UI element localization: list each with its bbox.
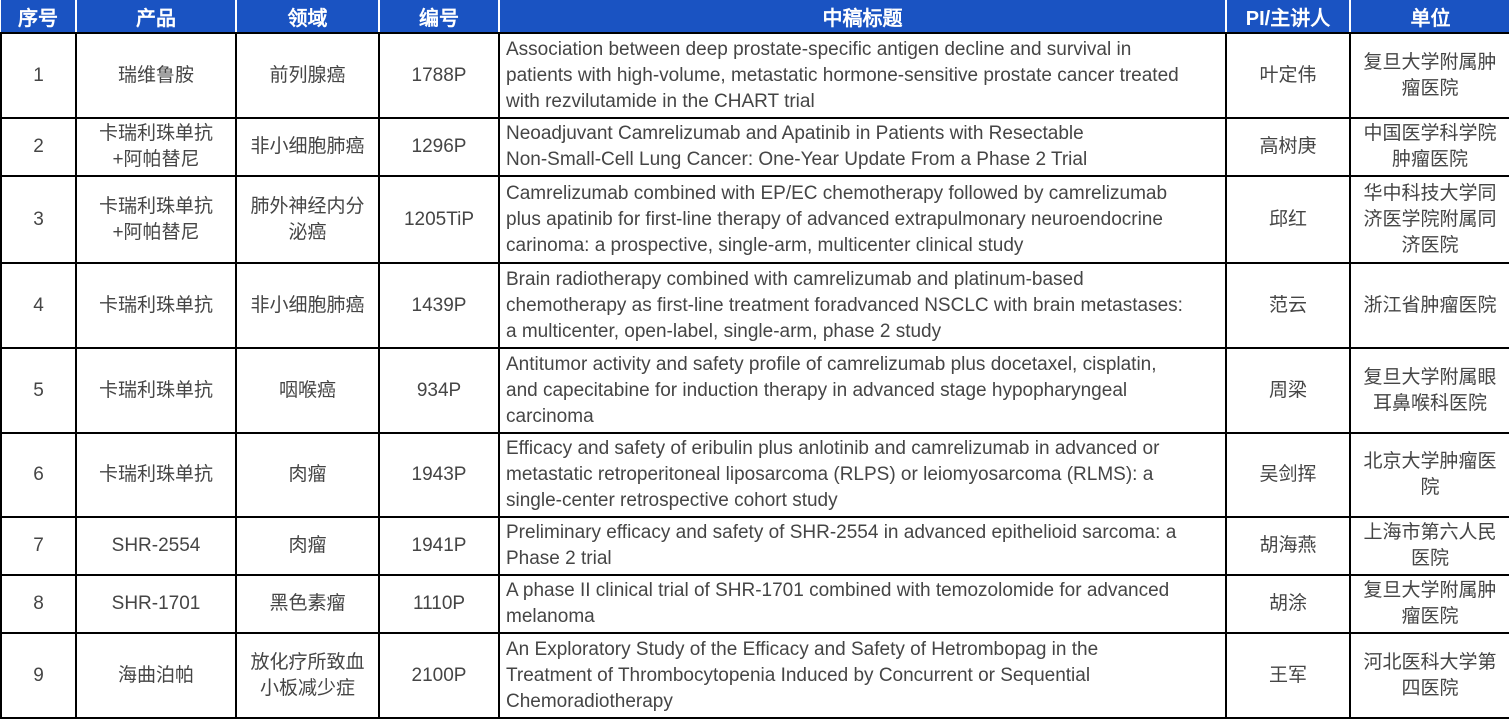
cell-product: 瑞维鲁胺: [75, 32, 237, 119]
table-header: 序号 产品 领域 编号 中稿标题 PI/主讲人 单位: [1, 0, 1509, 34]
cell-sequence-number: 6: [0, 432, 77, 518]
cell-abstract-code: 2100P: [378, 632, 500, 719]
table-body: 1 瑞维鲁胺 前列腺癌 1788P Association between de…: [0, 32, 1509, 719]
cell-sequence-number: 2: [0, 117, 77, 177]
cell-pi-speaker: 胡涂: [1225, 574, 1351, 634]
table-row: 3 卡瑞利珠单抗 +阿帕替尼 肺外神经内分 泌癌 1205TiP Camreli…: [0, 175, 1509, 264]
cell-institution: 华中科技大学同 济医学院附属同 济医院: [1349, 175, 1509, 264]
cell-product: SHR-2554: [75, 516, 237, 576]
cell-sequence-number: 3: [0, 175, 77, 264]
cell-institution: 北京大学肿瘤医 院: [1349, 432, 1509, 518]
cell-sequence-number: 1: [0, 32, 77, 119]
cell-pi-speaker: 吴剑挥: [1225, 432, 1351, 518]
cell-abstract-title: Brain radiotherapy combined with camreli…: [498, 262, 1227, 349]
cell-disease-field: 前列腺癌: [235, 32, 380, 119]
table-row: 4 卡瑞利珠单抗 非小细胞肺癌 1439P Brain radiotherapy…: [0, 262, 1509, 349]
cell-abstract-title: An Exploratory Study of the Efficacy and…: [498, 632, 1227, 719]
header-row: 序号 产品 领域 编号 中稿标题 PI/主讲人 单位: [1, 0, 1509, 34]
table-row: 9 海曲泊帕 放化疗所致血 小板减少症 2100P An Exploratory…: [0, 632, 1509, 719]
col-header-pi: PI/主讲人: [1226, 0, 1351, 34]
cell-abstract-title: Camrelizumab combined with EP/EC chemoth…: [498, 175, 1227, 264]
cell-institution: 河北医科大学第 四医院: [1349, 632, 1509, 719]
cell-product: 海曲泊帕: [75, 632, 237, 719]
cell-disease-field: 非小细胞肺癌: [235, 262, 380, 349]
col-header-title: 中稿标题: [499, 0, 1227, 34]
table-row: 2 卡瑞利珠单抗 +阿帕替尼 非小细胞肺癌 1296P Neoadjuvant …: [0, 117, 1509, 177]
cell-abstract-code: 1941P: [378, 516, 500, 576]
cell-abstract-code: 1205TiP: [378, 175, 500, 264]
cell-disease-field: 肺外神经内分 泌癌: [235, 175, 380, 264]
table-row: 5 卡瑞利珠单抗 咽喉癌 934P Antitumor activity and…: [0, 347, 1509, 434]
cell-sequence-number: 5: [0, 347, 77, 434]
col-header-code: 编号: [379, 0, 500, 34]
table-row: 6 卡瑞利珠单抗 肉瘤 1943P Efficacy and safety of…: [0, 432, 1509, 518]
table-row: 8 SHR-1701 黑色素瘤 1110P A phase II clinica…: [0, 574, 1509, 634]
cell-product: 卡瑞利珠单抗: [75, 347, 237, 434]
cell-abstract-title: Preliminary efficacy and safety of SHR-2…: [498, 516, 1227, 576]
cell-pi-speaker: 胡海燕: [1225, 516, 1351, 576]
cell-abstract-title: Association between deep prostate-specif…: [498, 32, 1227, 119]
cell-abstract-title: A phase II clinical trial of SHR-1701 co…: [498, 574, 1227, 634]
cell-disease-field: 非小细胞肺癌: [235, 117, 380, 177]
cell-abstract-code: 1943P: [378, 432, 500, 518]
cell-abstract-code: 1439P: [378, 262, 500, 349]
cell-institution: 中国医学科学院 肿瘤医院: [1349, 117, 1509, 177]
cell-abstract-code: 1788P: [378, 32, 500, 119]
cell-product: SHR-1701: [75, 574, 237, 634]
cell-product: 卡瑞利珠单抗: [75, 262, 237, 349]
table-row: 1 瑞维鲁胺 前列腺癌 1788P Association between de…: [0, 32, 1509, 119]
cell-sequence-number: 7: [0, 516, 77, 576]
cell-sequence-number: 8: [0, 574, 77, 634]
cell-pi-speaker: 高树庚: [1225, 117, 1351, 177]
col-header-product: 产品: [76, 0, 237, 34]
cell-institution: 复旦大学附属肿 瘤医院: [1349, 32, 1509, 119]
cell-institution: 复旦大学附属肿 瘤医院: [1349, 574, 1509, 634]
cell-institution: 复旦大学附属眼 耳鼻喉科医院: [1349, 347, 1509, 434]
cell-sequence-number: 4: [0, 262, 77, 349]
cell-abstract-code: 1296P: [378, 117, 500, 177]
cell-disease-field: 咽喉癌: [235, 347, 380, 434]
cell-institution: 上海市第六人民 医院: [1349, 516, 1509, 576]
col-header-num: 序号: [1, 0, 77, 34]
cell-abstract-title: Neoadjuvant Camrelizumab and Apatinib in…: [498, 117, 1227, 177]
cell-abstract-code: 934P: [378, 347, 500, 434]
col-header-field: 领域: [236, 0, 380, 34]
cell-disease-field: 黑色素瘤: [235, 574, 380, 634]
cell-pi-speaker: 叶定伟: [1225, 32, 1351, 119]
cell-product: 卡瑞利珠单抗: [75, 432, 237, 518]
col-header-org: 单位: [1350, 0, 1509, 34]
cell-institution: 浙江省肿瘤医院: [1349, 262, 1509, 349]
cell-pi-speaker: 王军: [1225, 632, 1351, 719]
cell-pi-speaker: 范云: [1225, 262, 1351, 349]
cell-pi-speaker: 邱红: [1225, 175, 1351, 264]
cell-disease-field: 放化疗所致血 小板减少症: [235, 632, 380, 719]
cell-pi-speaker: 周梁: [1225, 347, 1351, 434]
cell-sequence-number: 9: [0, 632, 77, 719]
cell-abstract-code: 1110P: [378, 574, 500, 634]
cell-abstract-title: Efficacy and safety of eribulin plus anl…: [498, 432, 1227, 518]
cell-disease-field: 肉瘤: [235, 432, 380, 518]
cell-abstract-title: Antitumor activity and safety profile of…: [498, 347, 1227, 434]
cell-disease-field: 肉瘤: [235, 516, 380, 576]
cell-product: 卡瑞利珠单抗 +阿帕替尼: [75, 117, 237, 177]
table-row: 7 SHR-2554 肉瘤 1941P Preliminary efficacy…: [0, 516, 1509, 576]
cell-product: 卡瑞利珠单抗 +阿帕替尼: [75, 175, 237, 264]
